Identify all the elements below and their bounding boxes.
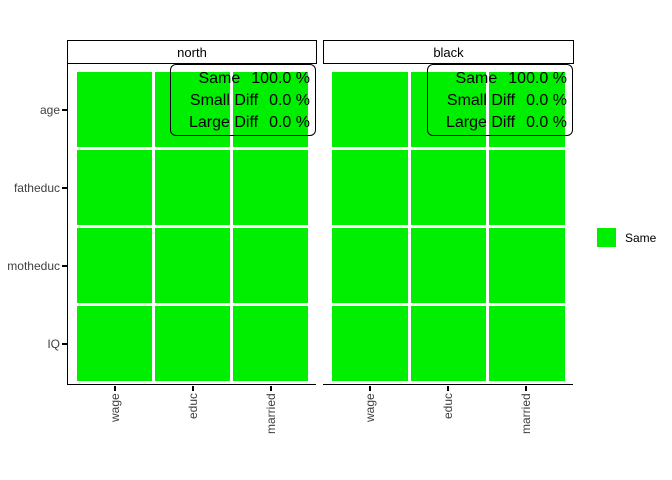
tile bbox=[332, 72, 408, 147]
tile bbox=[233, 228, 308, 303]
y-tick bbox=[62, 187, 68, 189]
y-axis-label-fatheduc: fatheduc bbox=[13, 181, 60, 195]
facet-strip-label: black bbox=[433, 44, 464, 60]
tile bbox=[77, 150, 152, 225]
y-tick bbox=[62, 265, 68, 267]
annotation-label: Large Diff bbox=[189, 113, 259, 131]
annotation-value: 0.0 % bbox=[526, 113, 567, 131]
x-tick bbox=[525, 386, 527, 391]
annotation-row: Small Diff 0.0 % bbox=[171, 90, 310, 111]
legend: Same bbox=[597, 228, 656, 247]
x-axis-label-educ: educ bbox=[441, 393, 455, 420]
x-tick bbox=[369, 386, 371, 391]
tile-grid bbox=[332, 72, 565, 381]
tile bbox=[489, 306, 565, 381]
tile bbox=[155, 228, 230, 303]
annotation-label: Same bbox=[455, 69, 498, 87]
annotation-box-north: Same 100.0 % Small Diff 0.0 % Large Diff… bbox=[170, 64, 316, 136]
tile bbox=[155, 72, 230, 147]
annotation-value: 0.0 % bbox=[269, 91, 310, 109]
tile bbox=[489, 72, 565, 147]
tile-grid bbox=[77, 72, 308, 381]
annotation-label: Small Diff bbox=[189, 91, 259, 109]
facet-strip-label: north bbox=[177, 44, 207, 60]
tile bbox=[410, 306, 487, 381]
tile bbox=[77, 228, 152, 303]
tile bbox=[233, 150, 308, 225]
tile bbox=[155, 150, 230, 225]
y-axis-label-iq: IQ bbox=[47, 337, 60, 351]
x-axis-label-educ: educ bbox=[186, 393, 200, 420]
tile bbox=[77, 72, 152, 147]
x-tick bbox=[447, 386, 449, 391]
tile bbox=[77, 306, 152, 381]
tile bbox=[233, 306, 308, 381]
annotation-value: 100.0 % bbox=[508, 69, 567, 87]
tile bbox=[489, 150, 565, 225]
annotation-value: 100.0 % bbox=[251, 69, 310, 87]
x-tick bbox=[114, 386, 116, 391]
x-axis-label-married: married bbox=[519, 393, 533, 434]
annotation-row: Small Diff 0.0 % bbox=[428, 90, 567, 111]
annotation-label: Same bbox=[198, 69, 241, 87]
x-axis-label-wage: wage bbox=[363, 393, 377, 422]
tile bbox=[410, 228, 487, 303]
facet-strip-north: north bbox=[67, 40, 317, 64]
tile bbox=[332, 306, 408, 381]
tile bbox=[410, 150, 487, 225]
annotation-row: Large Diff 0.0 % bbox=[171, 112, 310, 133]
x-tick bbox=[192, 386, 194, 391]
tile bbox=[332, 150, 408, 225]
panel-north: Same 100.0 % Small Diff 0.0 % Large Diff… bbox=[67, 64, 316, 385]
y-axis-label-motheduc: motheduc bbox=[7, 259, 60, 273]
annotation-label: Small Diff bbox=[446, 91, 516, 109]
y-tick bbox=[62, 109, 68, 111]
annotation-box-black: Same 100.0 % Small Diff 0.0 % Large Diff… bbox=[427, 64, 573, 136]
tile bbox=[410, 72, 487, 147]
tile bbox=[155, 306, 230, 381]
y-tick bbox=[62, 343, 68, 345]
tile bbox=[332, 228, 408, 303]
legend-label: Same bbox=[625, 230, 657, 245]
x-axis-label-wage: wage bbox=[108, 393, 122, 422]
facet-strip-black: black bbox=[323, 40, 574, 64]
annotation-value: 0.0 % bbox=[526, 91, 567, 109]
annotation-row: Same 100.0 % bbox=[428, 68, 567, 89]
y-axis-label-age: age bbox=[39, 103, 60, 117]
legend-key-swatch bbox=[597, 228, 616, 247]
x-tick bbox=[270, 386, 272, 391]
annotation-label: Large Diff bbox=[446, 113, 516, 131]
tile bbox=[233, 72, 308, 147]
x-axis-label-married: married bbox=[264, 393, 278, 434]
panel-black: Same 100.0 % Small Diff 0.0 % Large Diff… bbox=[323, 64, 573, 385]
annotation-row: Same 100.0 % bbox=[171, 68, 310, 89]
annotation-value: 0.0 % bbox=[269, 113, 310, 131]
tile bbox=[489, 228, 565, 303]
annotation-row: Large Diff 0.0 % bbox=[428, 112, 567, 133]
